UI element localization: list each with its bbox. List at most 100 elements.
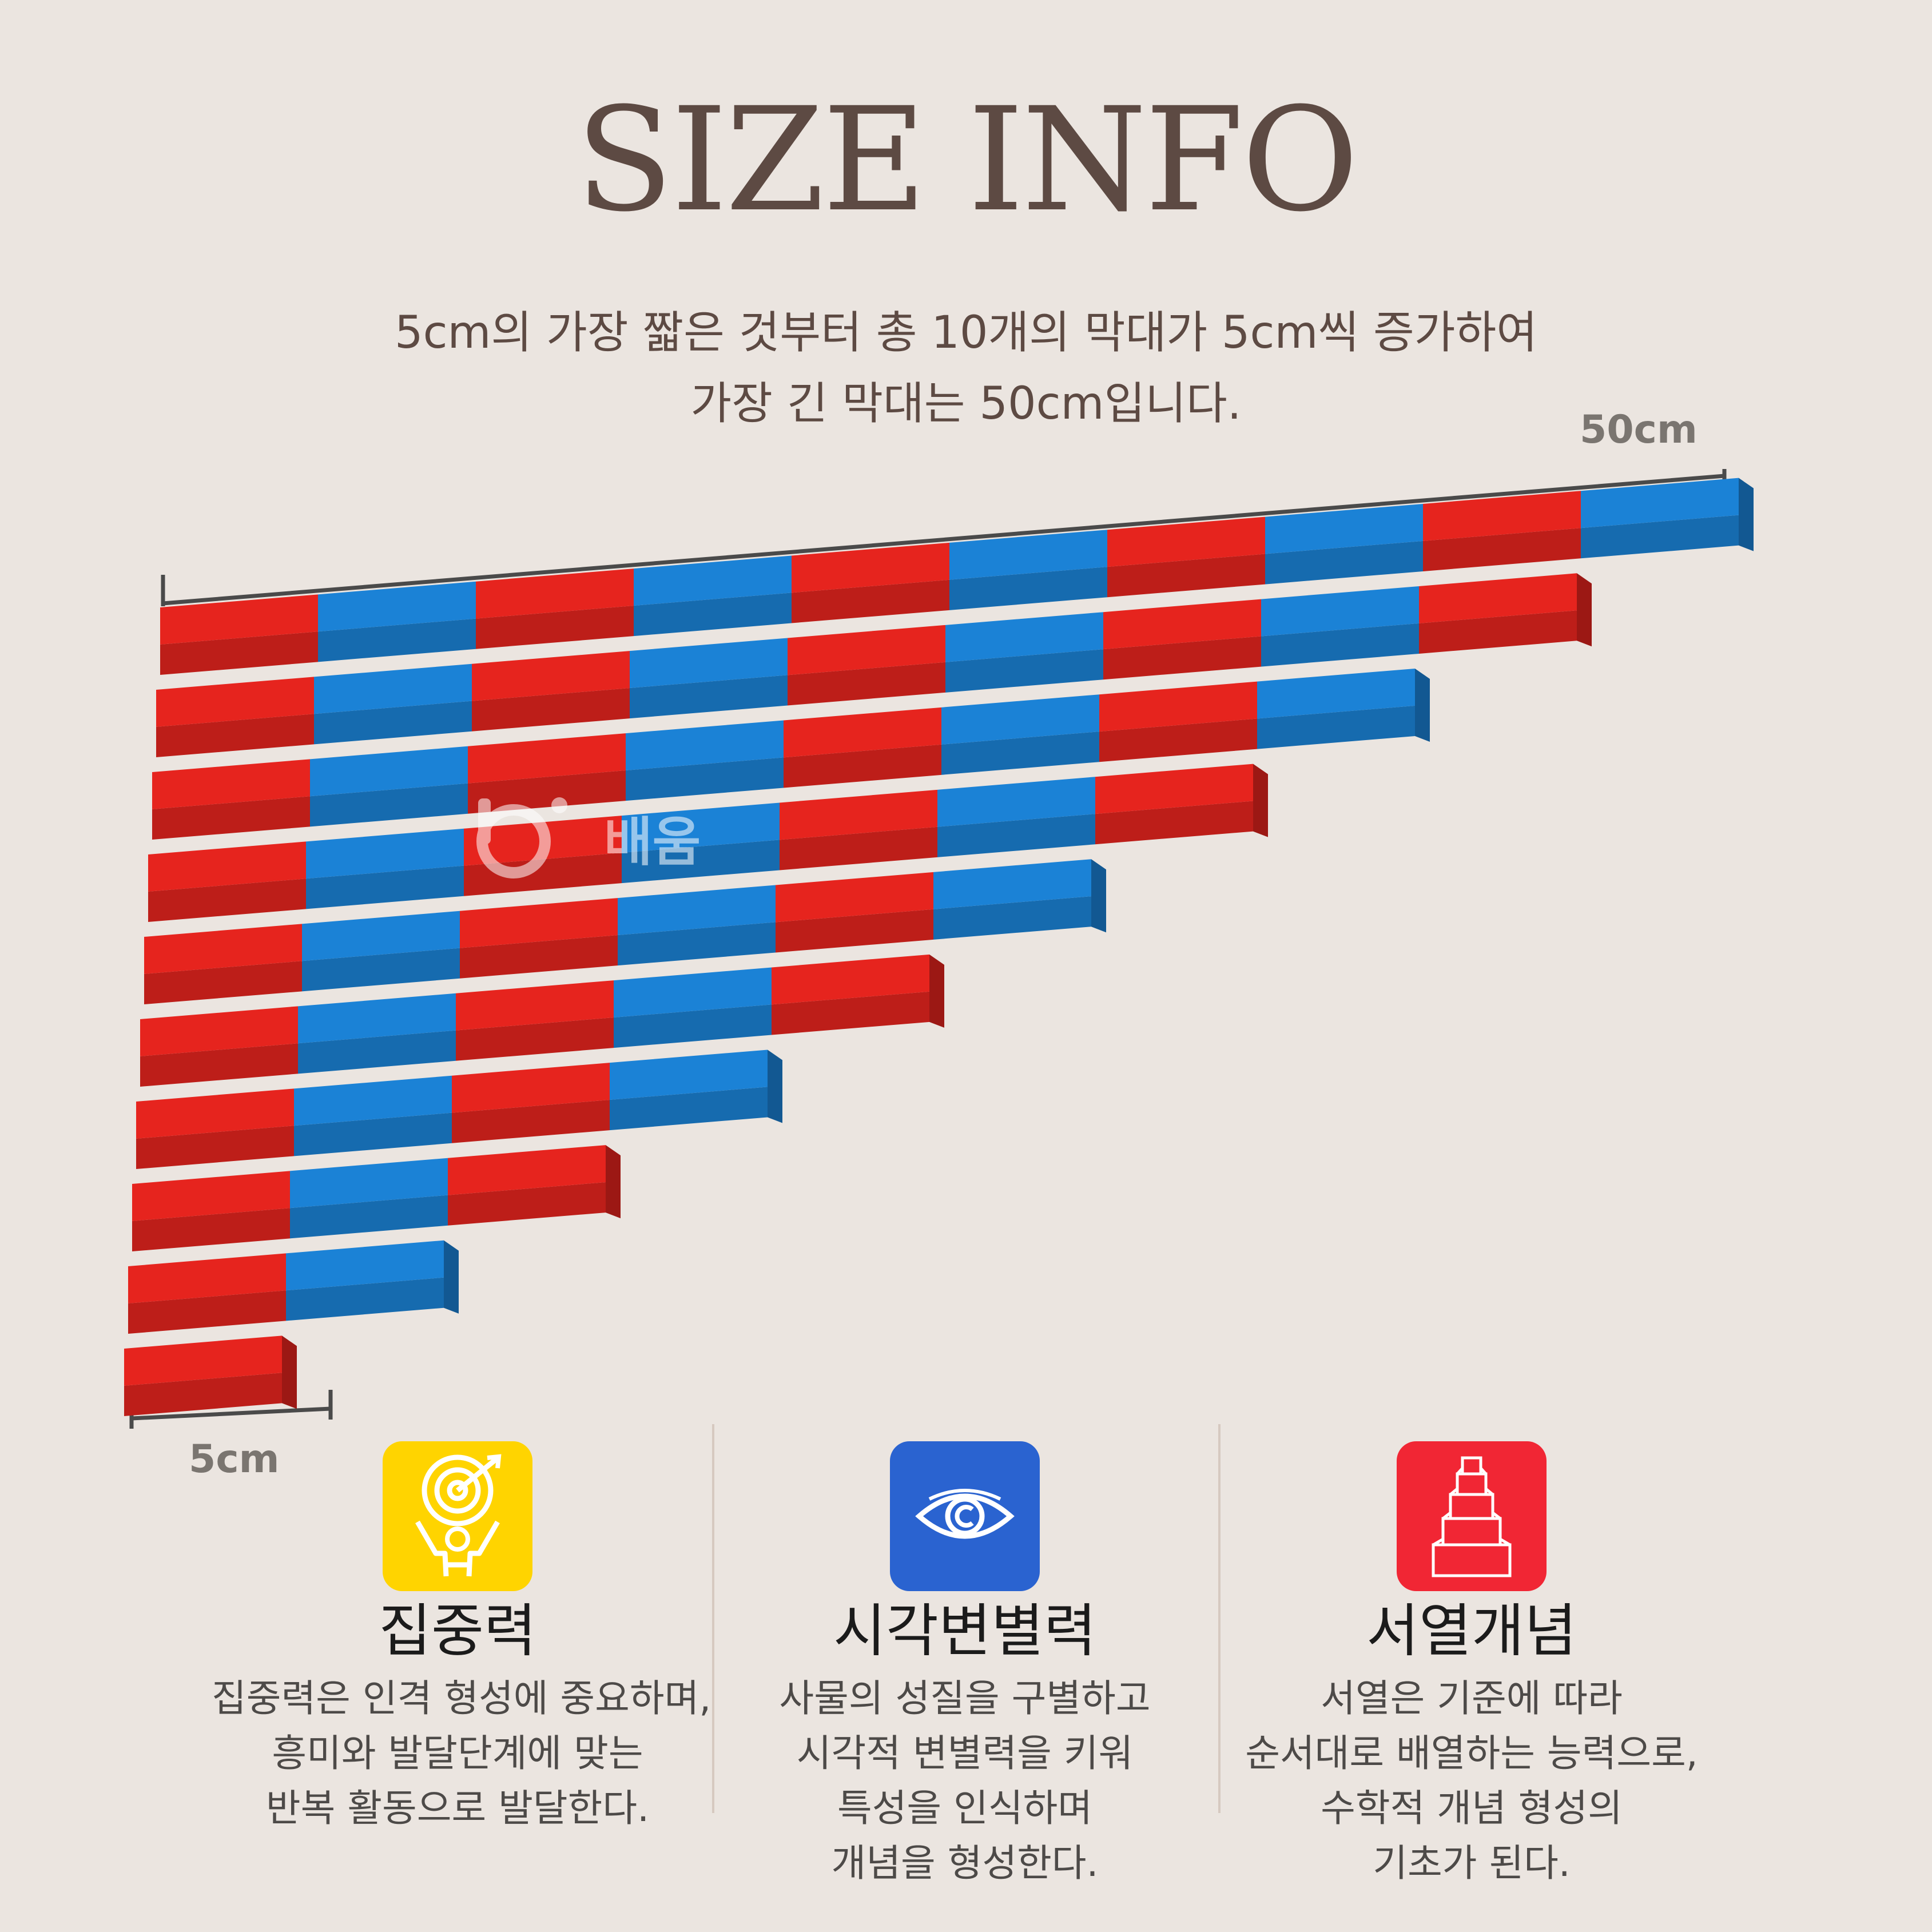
watermark-text: 배움 — [604, 812, 701, 873]
rod-segment-side — [610, 1087, 768, 1131]
page-title: SIZE INFO — [575, 77, 1359, 243]
long-dimension-label: 50cm — [1580, 407, 1698, 452]
rod-segment-side — [788, 662, 945, 706]
feature-visual-discrimination: 시각변별력 사물의 성질을 구별하고 시각적 변별력을 키워 특성을 인식하며 … — [719, 1441, 1211, 1891]
rod-segment — [476, 569, 634, 619]
rod-end-cap — [929, 954, 944, 1028]
rod-segment — [306, 828, 464, 879]
rod-segment-side — [937, 814, 1095, 857]
rod-segment — [949, 530, 1107, 580]
rod-segment-side — [626, 757, 784, 801]
rod-segment-side — [949, 567, 1107, 610]
rod-segment — [298, 993, 456, 1044]
rod-segment-side — [630, 675, 788, 719]
rod-segment — [788, 625, 945, 675]
rod-segment-side — [472, 688, 630, 732]
rod-segment-side — [298, 1030, 456, 1074]
rod-segment-side — [468, 770, 626, 814]
rod-segment-side — [634, 593, 792, 637]
rod-segment-side — [132, 1208, 290, 1251]
rod-segment — [286, 1240, 444, 1291]
feature-line: 특성을 인식하며 — [837, 1786, 1093, 1830]
rod-segment-side — [286, 1277, 444, 1321]
feature-line: 집중력은 인격 형성에 중요하며, — [212, 1676, 711, 1720]
rod-segment — [1423, 491, 1581, 541]
rod-segment — [156, 677, 314, 727]
rod-segment — [460, 898, 618, 948]
rod-segment-side — [314, 701, 472, 745]
rod-end-cap — [1091, 859, 1106, 933]
rod-segment-side — [1261, 623, 1419, 667]
feature-seriation: 서열개념 서열은 기준에 따라 순서대로 배열하는 능력으로, 수학적 개념 형… — [1226, 1441, 1718, 1891]
rod-segment-side — [1103, 636, 1261, 680]
rod-segment — [152, 759, 310, 809]
rod-segment — [290, 1158, 448, 1209]
rod-segment — [1581, 478, 1739, 528]
feature-line: 시각적 변별력을 키워 — [796, 1731, 1134, 1775]
stacked-blocks-icon — [1397, 1441, 1547, 1591]
feature-line: 흥미와 발달단계에 맞는 — [272, 1731, 643, 1775]
rod-segment — [124, 1335, 282, 1386]
rod-segment — [1261, 586, 1419, 637]
rod-segment — [618, 885, 776, 936]
rod-segment — [1107, 516, 1265, 567]
feature-title: 시각변별력 — [833, 1597, 1096, 1664]
rod-segment — [1419, 573, 1577, 623]
rod-segment — [144, 924, 302, 974]
rod-segment-side — [784, 744, 941, 788]
rod-segment — [1095, 764, 1253, 814]
short-dimension-line — [131, 1406, 331, 1421]
description: 5cm의 가장 짧은 것부터 총 10개의 막대가 5cm씩 증가하여 가장 긴… — [0, 297, 1932, 439]
rod-segment — [140, 1006, 298, 1056]
rod-segment — [314, 663, 472, 714]
rod-segment-side — [780, 826, 937, 870]
rod-segment-side — [622, 840, 780, 884]
short-dimension-label: 5cm — [189, 1437, 280, 1482]
rod-segment-side — [945, 649, 1103, 693]
feature-title: 서열개념 — [1366, 1597, 1577, 1664]
feature-line: 개념을 형성한다. — [831, 1841, 1099, 1885]
feature-line: 기초가 된다. — [1373, 1841, 1571, 1885]
rod-segment-side — [1581, 515, 1739, 559]
rod-end-cap — [606, 1145, 621, 1219]
rod-segment — [310, 746, 468, 797]
rod-segment-side — [460, 935, 618, 979]
rod-segment-side — [614, 1004, 772, 1048]
rod-segment — [472, 651, 630, 701]
rod-segment-side — [618, 922, 776, 966]
rod-segment — [132, 1171, 290, 1221]
rod-segment-side — [772, 991, 929, 1035]
feature-title: 집중력 — [379, 1597, 536, 1664]
rod-segment — [294, 1075, 452, 1126]
rods-illustration — [124, 469, 1754, 1429]
feature-line: 수학적 개념 형성의 — [1321, 1786, 1623, 1830]
rod-segment — [634, 555, 792, 606]
rod-segment — [452, 1063, 610, 1113]
rod-segment — [933, 859, 1091, 909]
rod-segment-side — [128, 1290, 286, 1334]
rod-segment-side — [144, 961, 302, 1004]
rod-segment-side — [476, 606, 634, 649]
rod-segment-side — [136, 1126, 294, 1169]
rod-segment-side — [933, 896, 1091, 940]
rod-segment-side — [448, 1182, 606, 1226]
rod-segment-side — [456, 1017, 614, 1061]
feature-description: 사물의 성질을 구별하고 시각적 변별력을 키워 특성을 인식하며 개념을 형성… — [719, 1671, 1211, 1891]
rod-segment — [468, 733, 626, 784]
rod-segment-side — [464, 853, 622, 896]
rod-segment — [614, 967, 772, 1018]
rod-end-cap — [768, 1050, 782, 1123]
rod-segment — [318, 581, 476, 632]
rod-segment — [160, 594, 318, 645]
rod-segment-side — [1107, 554, 1265, 598]
watermark-logo: 배움 — [474, 793, 714, 887]
target-person-icon — [383, 1441, 532, 1591]
rod-segment — [630, 638, 788, 689]
divider-2 — [1218, 1424, 1221, 1813]
rod-end-cap — [1739, 478, 1754, 551]
rod-segment — [148, 841, 306, 892]
feature-line: 순서대로 배열하는 능력으로, — [1245, 1731, 1698, 1775]
rod-segment — [772, 954, 929, 1005]
rod-segment — [792, 542, 949, 593]
rod-segment — [136, 1088, 294, 1139]
